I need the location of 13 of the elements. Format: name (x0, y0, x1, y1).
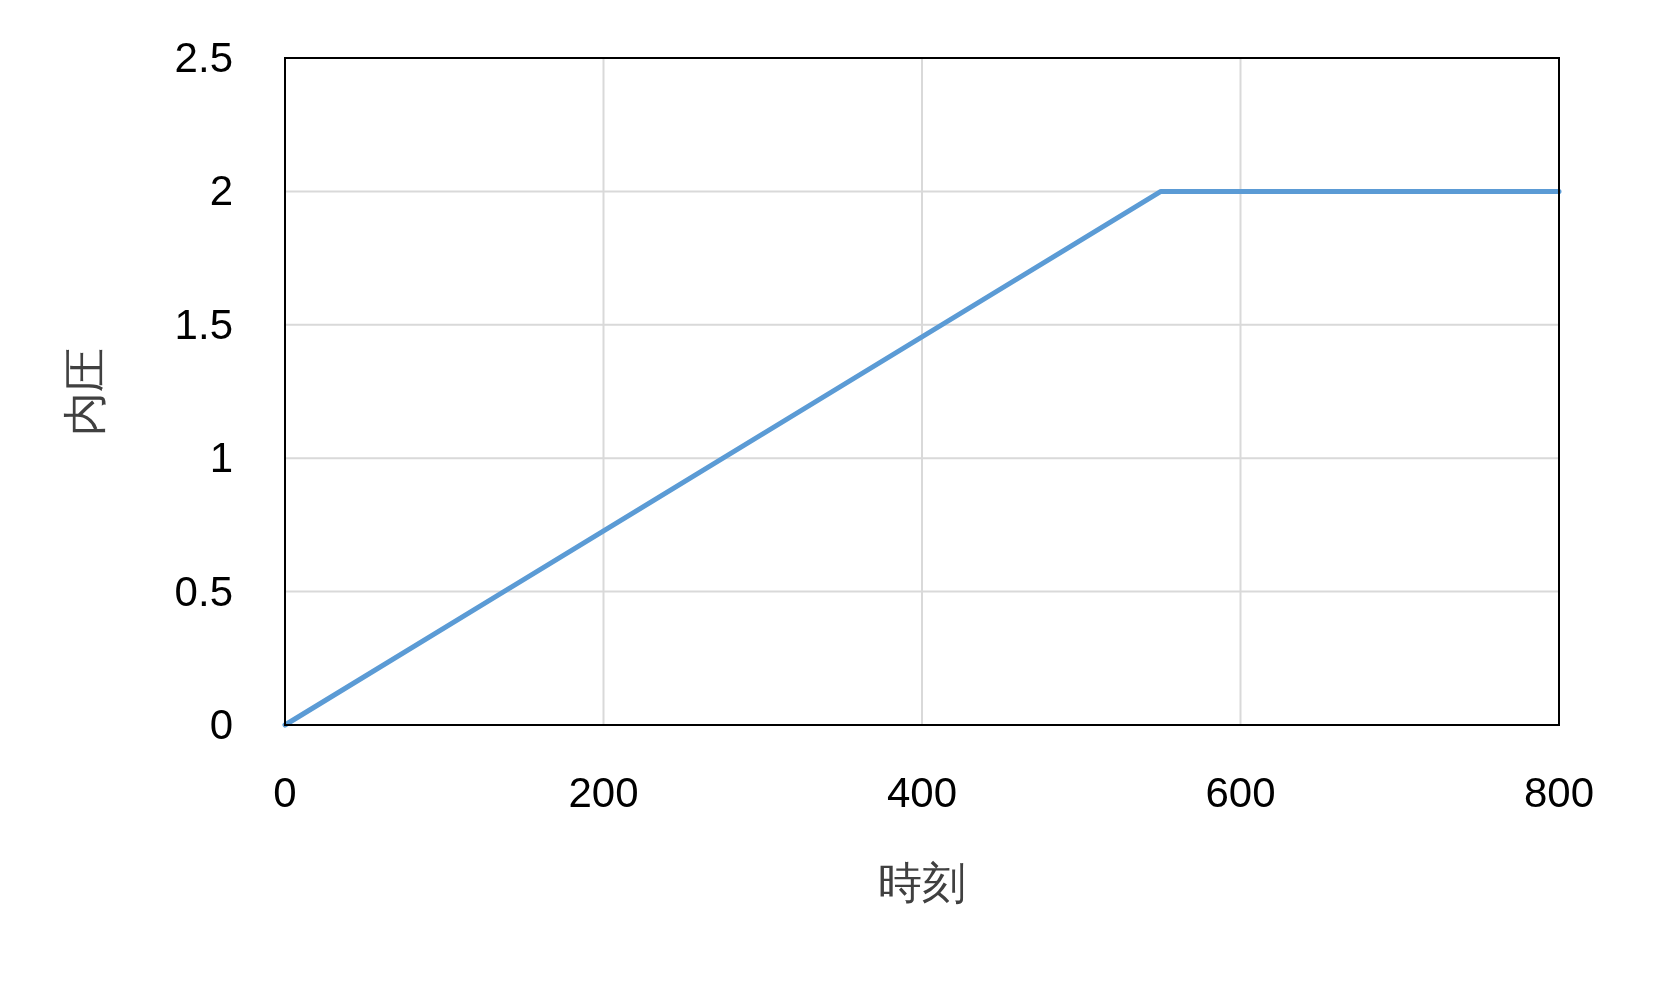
y-axis-title: 内圧 (60, 347, 109, 436)
y-tick-label: 0 (209, 701, 233, 748)
x-axis-title: 時刻 (878, 858, 966, 907)
y-tick-label: 1 (209, 434, 233, 482)
x-tick-label: 600 (1205, 769, 1276, 816)
y-tick-label: 2 (209, 167, 233, 215)
x-tick-label: 400 (886, 769, 958, 816)
x-tick-label: 200 (568, 769, 639, 816)
y-tick-label: 1.5 (174, 300, 233, 348)
y-tick-label: 0.5 (174, 567, 233, 615)
x-tick-label: 0 (273, 769, 297, 816)
y-tick-label: 2.5 (174, 34, 233, 81)
x-tick-label: 800 (1523, 769, 1595, 816)
